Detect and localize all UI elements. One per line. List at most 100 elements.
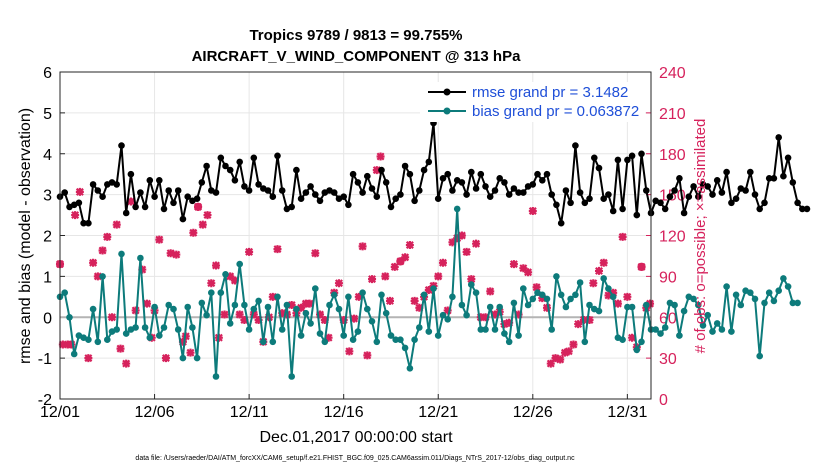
rmse-marker [543, 170, 551, 178]
rmse-marker [628, 152, 636, 160]
obs-assimilated-marker [486, 287, 495, 296]
bias-marker [676, 332, 683, 339]
rmse-marker [444, 170, 452, 178]
rmse-marker [529, 181, 537, 188]
bias-marker [321, 338, 329, 346]
rmse-marker [713, 177, 721, 184]
rmse-marker [751, 191, 759, 198]
bias-marker [212, 373, 220, 380]
bias-marker [137, 254, 144, 262]
rmse-marker [297, 195, 305, 202]
bias-marker [548, 326, 555, 333]
y-tick-label-left: 3 [43, 188, 52, 205]
bias-marker [174, 326, 182, 333]
rmse-marker [723, 168, 730, 176]
bias-marker [709, 328, 716, 335]
bias-marker [567, 295, 574, 303]
legend-rmse-marker [443, 88, 451, 96]
bias-marker [420, 291, 428, 299]
bias-marker [425, 328, 433, 335]
rmse-marker [118, 142, 125, 149]
y-tick-label-left: -1 [38, 351, 52, 368]
obs-assimilated-marker [324, 333, 333, 342]
rmse-marker [373, 193, 381, 200]
obs-assimilated-marker [268, 292, 277, 301]
rmse-marker [236, 158, 243, 166]
bias-marker [510, 299, 518, 307]
bias-marker [619, 336, 626, 344]
rmse-marker [146, 177, 154, 184]
obs-assimilated-marker [564, 347, 573, 356]
bias-marker [368, 318, 376, 325]
obs-assimilated-marker [89, 258, 98, 267]
x-axis-label: Dec.01,2017 00:00:00 start [259, 429, 453, 446]
obs-assimilated-marker [457, 231, 466, 240]
rmse-marker [458, 179, 466, 186]
chart-title-line2: AIRCRAFT_V_WIND_COMPONENT @ 313 hPa [192, 48, 522, 65]
obs-assimilated-marker [599, 258, 608, 267]
y-tick-label-right: 210 [659, 106, 686, 123]
bias-marker [401, 344, 409, 352]
rmse-marker [747, 168, 754, 176]
rmse-marker [340, 193, 348, 200]
rmse-marker [226, 166, 234, 174]
bias-marker [378, 291, 385, 299]
bias-marker [761, 299, 768, 307]
obs-assimilated-marker [623, 292, 632, 301]
rmse-marker [349, 170, 357, 178]
rmse-marker [676, 175, 683, 182]
bias-marker [61, 289, 68, 297]
bias-marker [193, 354, 201, 362]
obs-assimilated-marker [372, 166, 381, 175]
rmse-marker [496, 175, 504, 182]
obs-assimilated-marker [532, 283, 541, 292]
obs-assimilated-marker [287, 300, 296, 309]
obs-assimilated-marker [613, 299, 622, 308]
bias-marker [226, 320, 234, 327]
rmse-marker [468, 168, 475, 176]
rmse-marker [434, 195, 442, 202]
obs-assimilated-marker [594, 266, 603, 275]
obs-assimilated-marker [443, 306, 452, 315]
bias-marker [624, 303, 631, 311]
bias-marker [231, 301, 239, 309]
bias-marker [557, 291, 565, 299]
y-tick-label-right: 90 [659, 269, 677, 286]
rmse-marker [330, 189, 338, 196]
rmse-marker [392, 195, 400, 202]
rmse-marker [657, 199, 664, 207]
bias-marker [529, 295, 537, 303]
rmse-marker [486, 193, 494, 200]
obs-assimilated-marker [278, 309, 287, 318]
rmse-marker [799, 205, 806, 213]
obs-assimilated-marker [305, 299, 314, 308]
obs-assimilated-marker [316, 310, 325, 319]
legend-bias-marker [443, 107, 451, 115]
rmse-marker [666, 193, 674, 200]
rmse-marker [170, 199, 177, 207]
data-file-footer: data file: /Users/raeder/DAI/ATM_forcXX/… [135, 455, 575, 462]
obs-assimilated-marker [84, 354, 93, 363]
rmse-marker [151, 193, 158, 200]
rmse-marker [732, 195, 740, 202]
obs-assimilated-marker [476, 313, 485, 322]
y-tick-label-right: 120 [659, 229, 686, 246]
bias-marker [274, 293, 281, 301]
rmse-marker [278, 187, 286, 194]
bias-marker [605, 285, 612, 292]
y-tick-label-left: 4 [43, 147, 52, 164]
rmse-marker [137, 189, 144, 196]
rmse-marker [671, 187, 678, 194]
bias-marker [780, 275, 787, 282]
rmse-marker [401, 162, 409, 170]
rmse-marker [581, 199, 589, 207]
bias-marker [586, 301, 593, 309]
rmse-marker [122, 209, 130, 217]
rmse-marker [61, 189, 68, 196]
y-tick-label-left: 0 [43, 310, 52, 327]
bias-marker [359, 289, 366, 297]
rmse-marker [274, 152, 281, 160]
y-tick-label-left: 6 [43, 65, 52, 82]
bias-marker [70, 350, 78, 358]
